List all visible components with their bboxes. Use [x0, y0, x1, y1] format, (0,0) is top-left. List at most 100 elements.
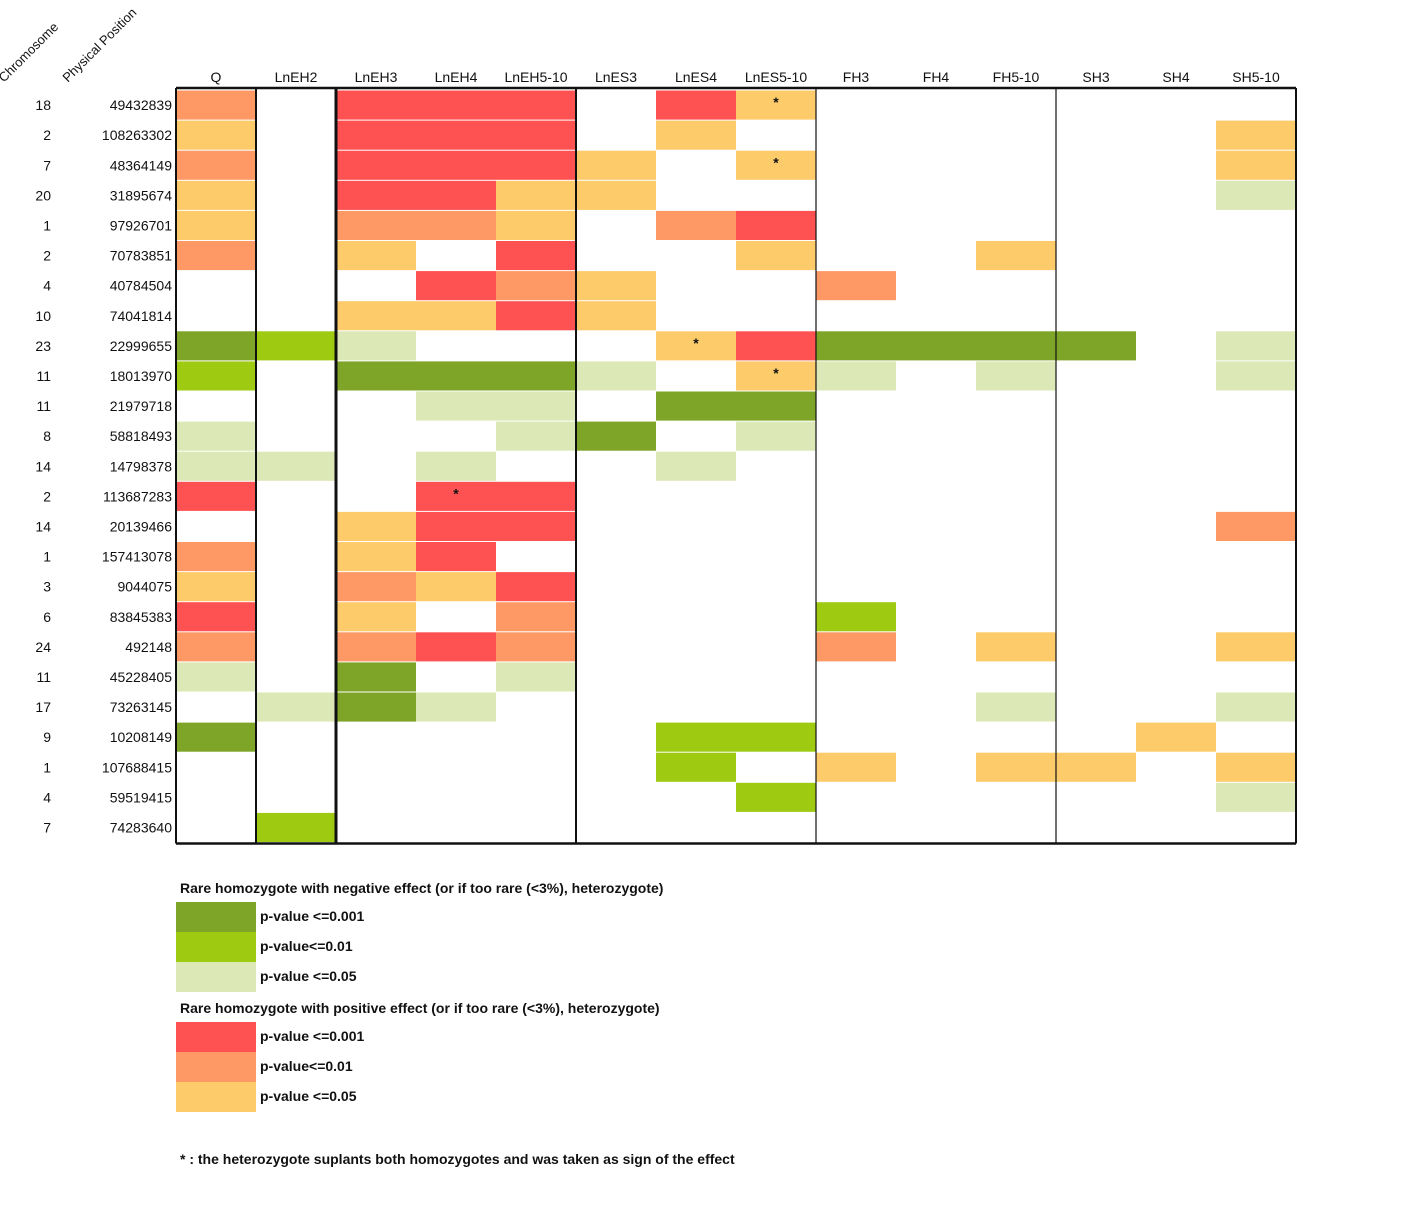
- heatmap-cell: [176, 241, 256, 271]
- heatmap-cell: [656, 451, 736, 481]
- row-position: 59519415: [110, 789, 173, 805]
- heatmap-cell: [1216, 752, 1296, 782]
- legend-swatch: [176, 1082, 256, 1112]
- star-marker: *: [773, 154, 779, 170]
- heatmap-cell: [256, 451, 336, 481]
- heatmap-cell: [336, 180, 416, 210]
- heatmap-cell: [976, 632, 1056, 662]
- row-chromosome: 2: [43, 127, 51, 143]
- row-chromosome: 7: [43, 157, 51, 173]
- heatmap-cell: [576, 150, 656, 180]
- heatmap-cell: [256, 331, 336, 361]
- heatmap-cell: [576, 361, 656, 391]
- heatmap-cell: [336, 301, 416, 331]
- legend-label: p-value <=0.05: [260, 968, 357, 984]
- heatmap-cell: [176, 120, 256, 150]
- row-chromosome: 3: [43, 579, 51, 595]
- legend-label: p-value<=0.01: [260, 938, 353, 954]
- column-header: LnES5-10: [745, 69, 807, 85]
- row-chromosome: 1: [43, 217, 51, 233]
- heatmap-cell: [1216, 632, 1296, 662]
- row-position: 113687283: [103, 488, 172, 504]
- column-header: LnEH5-10: [504, 69, 567, 85]
- row-position: 10208149: [110, 729, 173, 745]
- row-position: 45228405: [110, 669, 173, 685]
- heatmap-cell: [176, 90, 256, 120]
- row-position: 40784504: [110, 278, 173, 294]
- heatmap-cell: [736, 782, 816, 812]
- row-position: 9044075: [117, 579, 172, 595]
- heatmap-cell: [656, 90, 736, 120]
- legend-swatch: [176, 1052, 256, 1082]
- heatmap-cell: [576, 421, 656, 451]
- heatmap-cell: [816, 361, 896, 391]
- heatmap-cell: [816, 632, 896, 662]
- legend-swatch: [176, 1022, 256, 1052]
- row-chromosome: 18: [35, 97, 51, 113]
- column-header: LnES3: [595, 69, 637, 85]
- heatmap-cell: [336, 90, 416, 120]
- heatmap-cell: [576, 180, 656, 210]
- row-chromosome: 24: [35, 639, 51, 655]
- heatmap-cell: [416, 210, 496, 240]
- star-marker: *: [693, 335, 699, 351]
- heatmap-cell: [176, 662, 256, 692]
- row-position: 492148: [125, 639, 172, 655]
- heatmap-cell: [1216, 180, 1296, 210]
- heatmap-cell: [976, 361, 1056, 391]
- heatmap-cell: [336, 241, 416, 271]
- heatmap-cell: [496, 180, 576, 210]
- heatmap-cell: [176, 150, 256, 180]
- heatmap-cell: [176, 210, 256, 240]
- heatmap-cell: [416, 391, 496, 421]
- heatmap-cell: [416, 361, 496, 391]
- heatmap-cell: [336, 572, 416, 602]
- heatmap-cell: [496, 301, 576, 331]
- heatmap-cell: [416, 542, 496, 572]
- heatmap-cell: [656, 210, 736, 240]
- row-position: 21979718: [110, 398, 173, 414]
- heatmap-cell: [736, 361, 816, 391]
- heatmap-cell: [816, 602, 896, 632]
- row-position: 108263302: [102, 127, 172, 143]
- legend-label: p-value <=0.05: [260, 1088, 357, 1104]
- heatmap-cell: [976, 331, 1056, 361]
- heatmap-cell: [736, 90, 816, 120]
- row-position: 107688415: [102, 759, 172, 775]
- heatmap-cell: [736, 331, 816, 361]
- heatmap-cell: [416, 632, 496, 662]
- column-header: LnEH2: [275, 69, 318, 85]
- star-marker: *: [773, 365, 779, 381]
- row-chromosome: 14: [35, 458, 51, 474]
- heatmap-cell: [496, 662, 576, 692]
- heatmap-cell: [496, 271, 576, 301]
- heatmap-cell: [416, 572, 496, 602]
- heatmap-cell: [1216, 150, 1296, 180]
- column-header: LnEH3: [355, 69, 398, 85]
- heatmap-cell: [176, 421, 256, 451]
- heatmap-cell: [656, 331, 736, 361]
- row-chromosome: 20: [35, 187, 51, 203]
- star-marker: *: [453, 485, 459, 501]
- row-chromosome: 1: [43, 759, 51, 775]
- heatmap-cell: [736, 210, 816, 240]
- heatmap-cell: [496, 150, 576, 180]
- column-header: Q: [211, 69, 222, 85]
- column-header: LnES4: [675, 69, 717, 85]
- heatmap-cell: [176, 722, 256, 752]
- legend-label: p-value<=0.01: [260, 1058, 353, 1074]
- heatmap-cell: [416, 150, 496, 180]
- legend-swatch: [176, 932, 256, 962]
- heatmap-cell: [576, 271, 656, 301]
- heatmap-cell: [256, 692, 336, 722]
- heatmap-cell: [1136, 722, 1216, 752]
- row-chromosome: 1: [43, 549, 51, 565]
- row-chromosome: 4: [43, 278, 51, 294]
- heatmap-cell: [496, 391, 576, 421]
- heatmap-cell: [176, 572, 256, 602]
- column-header: SH5-10: [1232, 69, 1280, 85]
- column-header: FH3: [843, 69, 870, 85]
- legend-negative-title: Rare homozygote with negative effect (or…: [180, 880, 664, 896]
- row-chromosome: 11: [36, 398, 51, 414]
